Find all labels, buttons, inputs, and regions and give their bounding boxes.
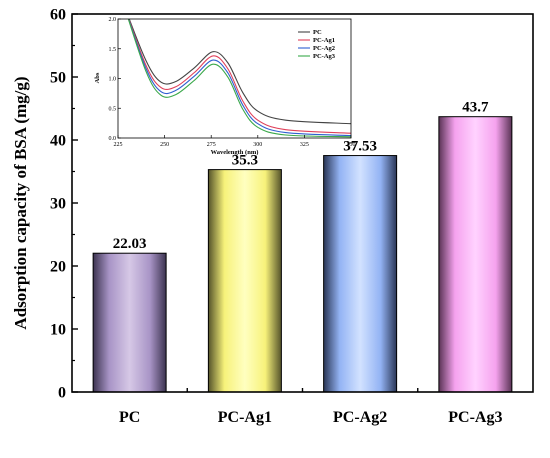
inset-series-line-pc (128, 19, 351, 125)
y-tick-label: 30 (50, 196, 66, 213)
y-tick-label: 50 (50, 70, 66, 87)
inset-x-axis-label: Wavelength (nm) (211, 149, 259, 156)
bar-value-label: 22.03 (113, 236, 147, 252)
x-category-label: PC-Ag1 (218, 409, 272, 426)
y-tick-label: 20 (50, 259, 66, 276)
inset-x-tick-label: 225 (114, 142, 123, 148)
inset-y-tick-label: 2.0 (109, 17, 117, 23)
inset-legend-label: PC-Ag3 (313, 53, 336, 60)
inset-y-tick-label: 1.5 (109, 47, 117, 53)
x-category-label: PC-Ag3 (448, 409, 502, 426)
bar-pc-ag3 (438, 116, 513, 393)
inset-series-line-pc-ag3 (127, 19, 351, 138)
inset-series-line-pc-ag2 (127, 19, 351, 137)
bar-value-label: 43.7 (462, 100, 489, 116)
inset-legend-label: PC (313, 29, 322, 36)
y-tick-label: 60 (50, 7, 66, 24)
inset-x-tick-label: 250 (160, 142, 169, 148)
bar-value-label: 37.53 (343, 139, 377, 155)
inset-x-tick-label: 350 (347, 142, 356, 148)
x-category-label: PC-Ag2 (333, 409, 387, 426)
inset-series-line-pc-ag1 (128, 19, 351, 134)
bar-pc (92, 252, 167, 393)
inset-legend-label: PC-Ag1 (313, 37, 335, 44)
inset-x-tick-label: 275 (207, 142, 216, 148)
inset-frame (117, 18, 352, 139)
inset-y-tick-label: 0.5 (109, 106, 117, 112)
inset-y-tick-label: 1.0 (109, 77, 117, 83)
inset-x-tick-label: 325 (300, 142, 309, 148)
x-category-label: PC (119, 409, 140, 426)
inset-x-tick-label: 300 (253, 142, 262, 148)
inset-y-tick-label: 0.0 (109, 136, 117, 142)
y-tick-label: 0 (58, 385, 66, 402)
bar-pc-ag1 (207, 169, 282, 393)
inset-y-axis-label: Abs (94, 72, 101, 83)
y-tick-label: 10 (50, 322, 66, 339)
inset-legend-label: PC-Ag2 (313, 45, 335, 52)
inset-uv-spectrum-chart: 225 250 275 300 325 350 0.0 0.5 1.0 1.5 2.0 Wavele… (94, 17, 356, 156)
y-tick-label: 40 (50, 133, 66, 150)
plot-frame (71, 13, 534, 393)
bar-value-label: 35.3 (232, 153, 258, 169)
y-axis-label: Adsorption capacity of BSA (mg/g) (11, 76, 30, 329)
bar-pc-ag2 (323, 155, 398, 393)
